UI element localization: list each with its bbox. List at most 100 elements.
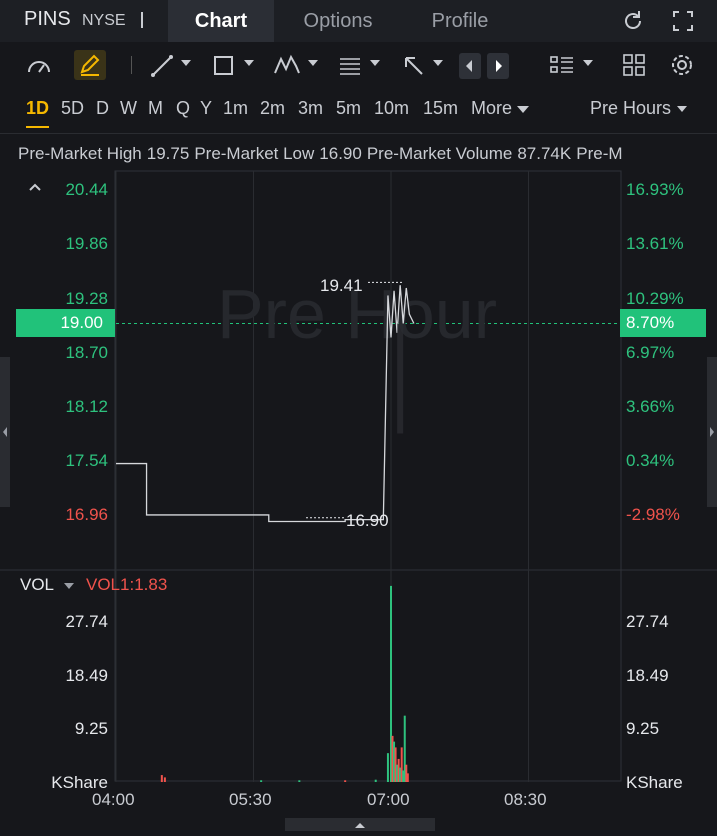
volume-bar — [397, 758, 400, 782]
chevron-down-icon[interactable] — [583, 60, 593, 66]
speedometer-icon[interactable] — [24, 50, 54, 80]
line-tool-icon[interactable] — [148, 50, 176, 80]
chevron-up-icon — [355, 823, 365, 828]
pct-axis-label: 10.29% — [626, 289, 684, 308]
volume-bar — [386, 753, 389, 782]
top-header: PINS NYSE Chart Options Profile — [0, 0, 717, 42]
toolbar-divider — [131, 56, 132, 74]
period-m[interactable]: M — [148, 98, 163, 118]
pencil-icon[interactable] — [74, 50, 106, 80]
period-y[interactable]: Y — [200, 98, 213, 118]
premarket-high-label: Pre-Market High — [18, 144, 142, 163]
chevron-down-icon[interactable] — [308, 60, 318, 66]
premarket-low-value: 16.90 — [319, 144, 362, 163]
chevron-down-icon — [677, 106, 688, 113]
drawing-toolbar — [0, 42, 717, 88]
period-2m[interactable]: 2m — [260, 98, 286, 118]
next-icon — [496, 60, 502, 72]
volume-bar — [298, 780, 301, 782]
volume-axis-label: 27.74 — [626, 612, 669, 631]
volume-axis-label: 18.49 — [626, 666, 669, 685]
chevron-down-icon[interactable] — [181, 60, 191, 66]
volume-bar — [391, 735, 394, 782]
current-pct-tag: 8.70% — [620, 309, 706, 337]
chevron-down-icon[interactable] — [433, 60, 443, 66]
chevron-down-icon — [64, 582, 75, 589]
pct-axis-label: 6.97% — [626, 343, 675, 362]
period-w[interactable]: W — [120, 98, 137, 118]
time-axis-label: 04:00 — [92, 790, 135, 809]
settings-icon[interactable] — [668, 50, 696, 80]
prev-button[interactable] — [459, 53, 481, 79]
next-button[interactable] — [487, 53, 509, 79]
volume-bar — [390, 585, 392, 782]
volume-bar — [396, 764, 399, 782]
volume-bar — [163, 777, 166, 782]
fibonacci-tool-icon[interactable] — [336, 50, 364, 80]
period-d[interactable]: D — [96, 98, 109, 118]
period-15m[interactable]: 15m — [423, 98, 459, 118]
price-shadow — [397, 323, 404, 434]
volume-bar — [160, 775, 163, 782]
period-10m[interactable]: 10m — [374, 98, 410, 118]
volume-bar — [406, 773, 409, 782]
fullscreen-icon[interactable] — [670, 8, 696, 34]
pattern-tool-icon[interactable] — [272, 50, 302, 80]
volume-bar — [400, 747, 403, 782]
period-1m[interactable]: 1m — [223, 98, 249, 118]
prev-icon — [466, 60, 472, 72]
left-panel-handle[interactable] — [0, 357, 10, 507]
header-divider — [141, 12, 143, 28]
volume-bar — [374, 779, 377, 782]
pct-axis-label: 16.93% — [626, 180, 684, 199]
volume-axis-label: 27.74 — [65, 612, 108, 631]
session-dropdown[interactable]: Pre Hours — [590, 98, 688, 119]
price-axis-label: 20.44 — [65, 180, 108, 199]
premarket-stats: Pre-Market High 19.75 Pre-Market Low 16.90 P… — [18, 144, 717, 164]
more-label: More — [471, 98, 513, 118]
chevron-down-icon[interactable] — [244, 60, 254, 66]
pct-axis-label: -2.98% — [626, 505, 680, 524]
volume-bar — [405, 764, 408, 782]
period-1d[interactable]: 1D — [26, 98, 50, 128]
ticker-symbol: PINS — [24, 8, 71, 30]
period-3m[interactable]: 3m — [298, 98, 324, 118]
bottom-panel-handle[interactable] — [285, 818, 435, 831]
chevron-down-icon[interactable] — [370, 60, 380, 66]
grid-layout-icon[interactable] — [620, 50, 648, 80]
period-5d[interactable]: 5D — [61, 98, 85, 118]
period-5m[interactable]: 5m — [336, 98, 362, 118]
volume-bar — [394, 747, 397, 782]
rectangle-tool-icon[interactable] — [210, 50, 238, 80]
more-dropdown[interactable]: More — [471, 98, 530, 119]
volume-bar — [393, 741, 396, 782]
volume-axis-label: 18.49 — [65, 666, 108, 685]
refresh-icon[interactable] — [620, 8, 646, 34]
volume-selector[interactable]: VOL — [20, 575, 75, 595]
volume-axis-label: 9.25 — [74, 719, 108, 738]
volume-bar — [260, 780, 263, 782]
vol-indicator-value: VOL1:1.83 — [86, 575, 168, 594]
period-q[interactable]: Q — [176, 98, 191, 118]
tab-options[interactable]: Options — [303, 10, 373, 32]
pre-hour-watermark: Pre Hour — [217, 275, 497, 353]
price-axis-label: 17.54 — [65, 451, 108, 470]
tab-profile[interactable]: Profile — [431, 10, 489, 32]
chevron-left-icon — [3, 427, 7, 437]
premarket-volume-value: 87.74K — [517, 144, 572, 163]
time-axis-label: 08:30 — [504, 790, 547, 809]
right-panel-handle[interactable] — [707, 357, 717, 507]
collapse-chevron-icon[interactable] — [28, 181, 42, 193]
volume-series — [160, 585, 409, 782]
pct-axis-label: 3.66% — [626, 397, 675, 416]
volume-bar — [344, 780, 347, 782]
volume-label: VOL — [20, 575, 55, 594]
arrow-tool-icon[interactable] — [400, 50, 428, 80]
premarket-volume-label: Pre-Market Volume — [366, 144, 513, 163]
list-layout-icon[interactable] — [548, 50, 576, 80]
tab-chart[interactable]: Chart — [168, 0, 274, 42]
high-marker-label: 19.41 — [320, 276, 363, 295]
period-selector: 1D 5D D W M Q Y 1m 2m 3m 5m 10m 15m More… — [0, 88, 717, 128]
volume-bar — [403, 715, 406, 782]
